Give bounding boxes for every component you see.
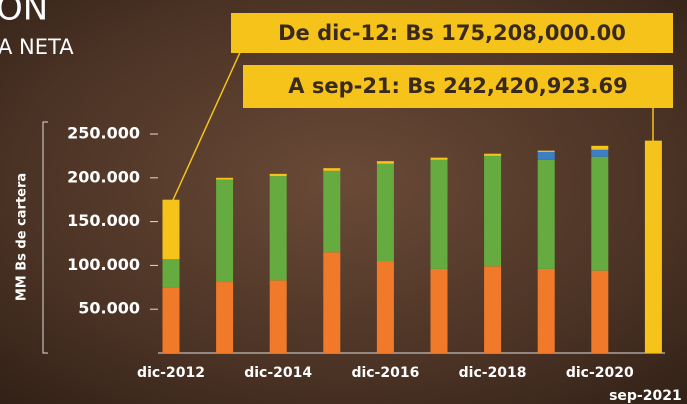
bar-segment [484,156,501,266]
subtitle: A NETA [0,35,74,59]
x-tick-label: dic-2014 [244,365,312,381]
annotation: De dic-12: Bs 175,208,000.00 [278,21,626,45]
bar-segment [377,161,394,164]
bar-segment [216,282,233,353]
annotation: A sep-21: Bs 242,420,923.69 [288,74,627,98]
bar-segment [216,180,233,282]
bar-segment [645,141,662,353]
bar-segment [431,269,448,353]
x-tick-label: dic-2016 [351,365,419,381]
bar-segment [431,158,448,160]
bar-segment [431,160,448,269]
bar-segment [538,269,555,353]
bar-segment [216,178,233,180]
x-tick-label: dic-2018 [459,365,527,381]
bar-segment [163,259,180,287]
bar-segment [270,174,287,176]
y-axis-label: MM Bs de cartera [15,173,30,301]
bar-segment [323,252,340,353]
y-tick-label: 250.000 [67,124,140,143]
bar-segment [377,164,394,261]
bar-segment [323,168,340,171]
bar-segment [538,151,555,152]
bar-segment [323,171,340,252]
bar-segment [591,150,608,157]
bar-segment [163,200,180,260]
y-tick-label: 200.000 [67,167,140,186]
y-tick-label: 150.000 [67,211,140,230]
y-tick-label: 50.000 [78,299,140,318]
x-tick-label: sep-2021 [609,388,682,404]
y-tick-label: 100.000 [67,255,140,274]
chart: ON A NETA De dic-12: Bs 175,208,000.00 A… [0,0,687,404]
bar-segment [377,261,394,353]
bar-segment [484,154,501,156]
bar-segment [163,287,180,353]
x-tick-label: dic-2020 [566,365,634,381]
bar-segment [538,160,555,269]
bar-segment [591,271,608,353]
title: ON [0,0,48,29]
background [0,0,687,404]
bar-segment [270,280,287,353]
bar-segment [484,266,501,353]
bar-segment [591,146,608,150]
x-tick-label: dic-2012 [137,365,205,381]
bar-segment [270,176,287,280]
bar-segment [538,152,555,160]
bar-segment [591,157,608,271]
